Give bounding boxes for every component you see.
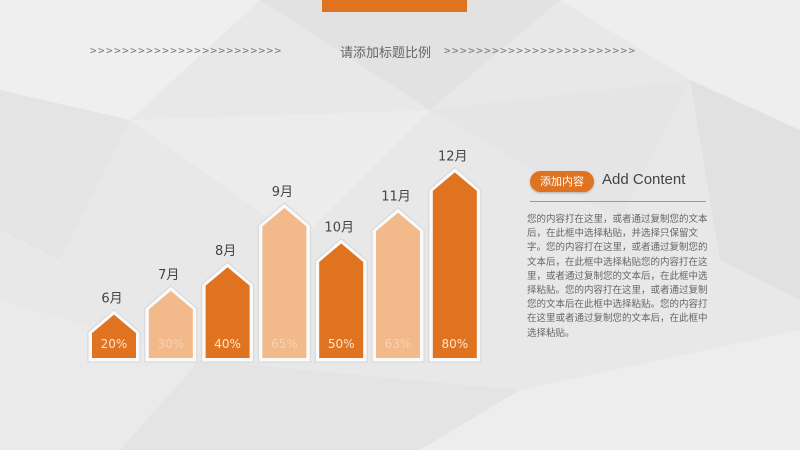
bar xyxy=(432,172,477,358)
bar-value-label: 40% xyxy=(214,337,241,351)
category-label: 9月 xyxy=(272,185,293,200)
category-label: 7月 xyxy=(158,268,179,283)
category-label: 12月 xyxy=(438,150,468,164)
bar-value-label: 80% xyxy=(441,337,468,351)
bar-value-label: 65% xyxy=(271,337,298,351)
add-content-badge[interactable]: 添加内容 xyxy=(530,171,594,192)
content-text: 您的内容打在这里，或者通过复制您的文本后，在此框中选择粘贴，并选择只保留文字。您… xyxy=(527,214,708,339)
add-content-heading: Add Content xyxy=(602,171,686,188)
category-label: 10月 xyxy=(324,221,354,236)
bar-value-label: 50% xyxy=(328,337,355,351)
bar-value-label: 63% xyxy=(385,337,412,351)
bar xyxy=(319,243,364,358)
top-accent-bar xyxy=(322,0,467,12)
title-row: >>>>>>>>>>>>>>>>>>>>>>>> 请添加标题比例 >>>>>>>… xyxy=(0,42,800,64)
bar xyxy=(205,267,250,358)
bar xyxy=(262,207,307,358)
page-title: 请添加标题比例 xyxy=(340,46,432,61)
bar-value-label: 30% xyxy=(157,337,184,351)
bar xyxy=(148,290,193,358)
category-label: 8月 xyxy=(215,244,236,259)
bar-value-label: 20% xyxy=(101,337,128,351)
bar xyxy=(92,314,136,358)
title-arrows-right: >>>>>>>>>>>>>>>>>>>>>>>> xyxy=(444,44,637,57)
category-label: 6月 xyxy=(101,292,122,307)
title-arrows-left: >>>>>>>>>>>>>>>>>>>>>>>> xyxy=(90,44,283,57)
bar-chart: 20% 6月 30% 7月 40% 8月 65% 9月 50% 10月 63% 11月 80% 12月 xyxy=(87,150,482,363)
divider xyxy=(530,201,706,202)
category-label: 11月 xyxy=(381,190,411,205)
bar xyxy=(376,212,420,358)
